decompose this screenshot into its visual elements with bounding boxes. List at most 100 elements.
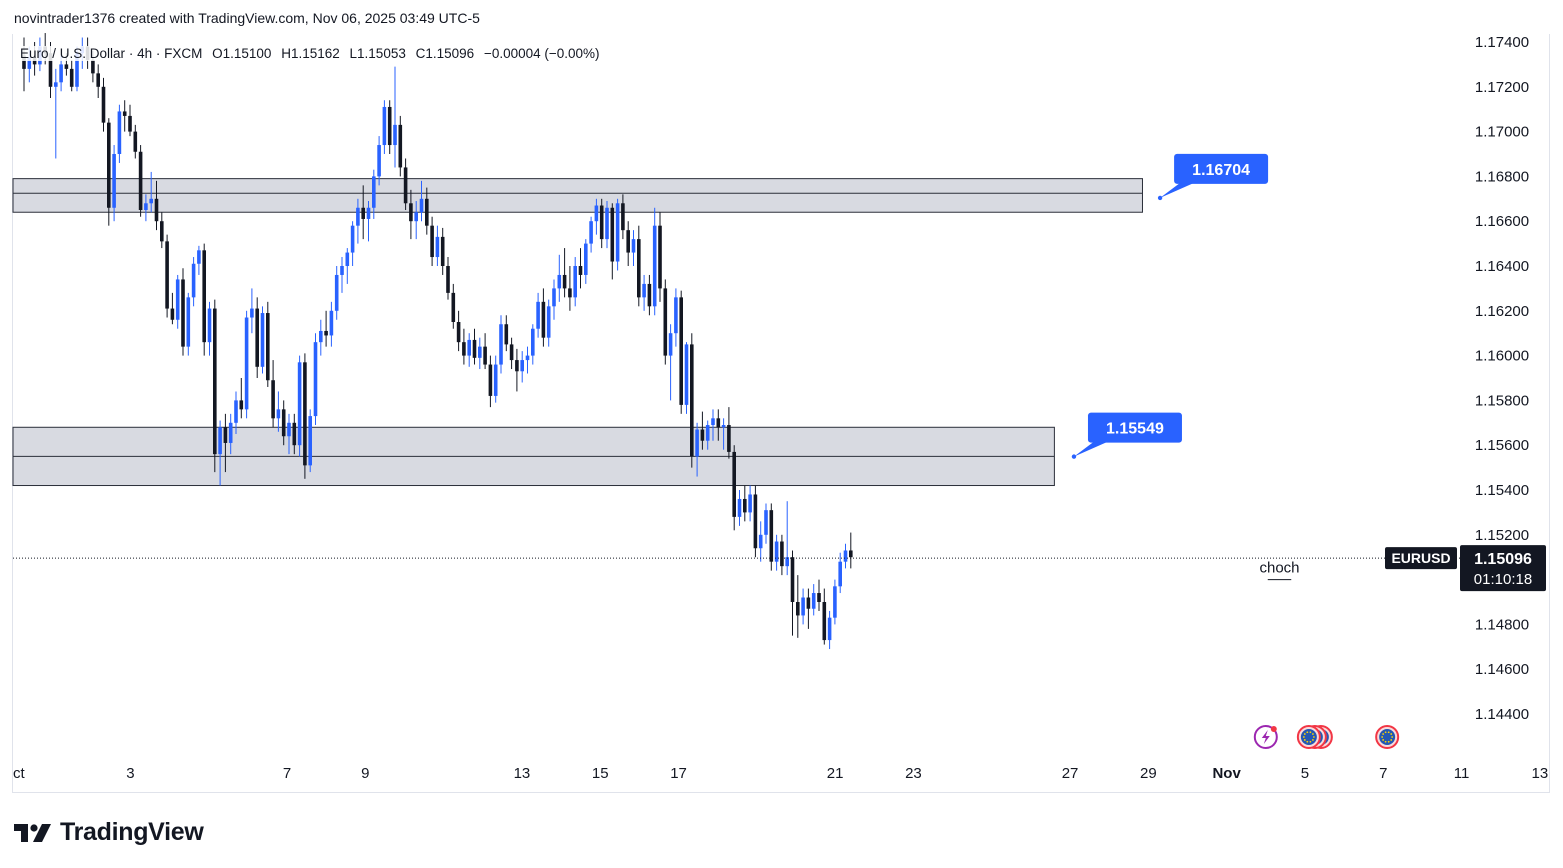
- callout-label: 1.15549: [1106, 421, 1164, 438]
- current-price-tag: EURUSD 1.15096 01:10:18: [1385, 545, 1546, 592]
- candle: [425, 187, 429, 235]
- candle-body: [552, 288, 556, 307]
- price-tick-label: 1.15200: [1475, 527, 1529, 544]
- candle-body: [361, 207, 365, 219]
- candle-body: [780, 541, 784, 567]
- candle: [769, 503, 774, 571]
- chart-frame[interactable]: [12, 34, 1550, 793]
- symbol-badge: EURUSD: [1391, 550, 1450, 566]
- eu-flag-star: [1309, 731, 1312, 734]
- candle-body: [191, 263, 196, 298]
- candle: [144, 194, 148, 222]
- candle: [356, 198, 360, 244]
- candle: [568, 266, 572, 311]
- candle-body: [541, 301, 546, 338]
- legend-exchange: FXCM: [164, 46, 203, 61]
- candle-body: [281, 409, 286, 437]
- candle-body: [520, 360, 524, 372]
- candle-body: [223, 427, 228, 443]
- candle-body: [96, 73, 100, 87]
- candle: [96, 64, 100, 98]
- candle: [546, 299, 551, 347]
- candle-body: [796, 602, 800, 616]
- price-tag-bg: [1460, 545, 1546, 592]
- eu-flag-disc: [1300, 729, 1317, 745]
- price-callout-1: 1.16704: [1157, 153, 1269, 201]
- candle-body: [504, 324, 509, 345]
- candle: [324, 310, 328, 347]
- candle: [811, 584, 816, 616]
- candle: [472, 328, 477, 365]
- time-tick-label: 27: [1062, 765, 1079, 782]
- candle: [329, 301, 334, 347]
- candle: [509, 337, 514, 370]
- candle-body: [525, 355, 530, 361]
- candle-body: [711, 418, 715, 426]
- callout-pointer: [1160, 182, 1195, 198]
- tradingview-logo[interactable]: TradingView: [14, 818, 204, 847]
- candle: [743, 485, 747, 522]
- candle-body: [112, 154, 116, 208]
- candle-body: [292, 422, 297, 446]
- price-tick-label: 1.17000: [1475, 124, 1529, 141]
- candle: [234, 391, 238, 434]
- candle-body: [69, 68, 74, 87]
- candle-body: [568, 288, 572, 298]
- candle-body: [356, 207, 360, 226]
- candle: [515, 348, 519, 392]
- candle: [478, 337, 482, 370]
- candle: [552, 279, 556, 320]
- candle-body: [128, 115, 132, 132]
- candle: [191, 257, 196, 307]
- eu-flag-star: [1390, 733, 1393, 735]
- candle-body: [340, 266, 344, 275]
- candle-body: [615, 203, 620, 262]
- price-tick-label: 1.17400: [1475, 34, 1529, 51]
- candle: [281, 400, 286, 446]
- candle-body: [594, 205, 599, 222]
- candle: [260, 306, 265, 374]
- eu-flag-stack-icon: [1296, 725, 1333, 749]
- candle-body: [32, 57, 37, 65]
- price-tick-label: 1.15800: [1475, 392, 1529, 409]
- candle-body: [276, 409, 281, 419]
- time-tick-label: 15: [592, 765, 609, 782]
- eu-flag-star: [1312, 733, 1314, 735]
- candle-body: [122, 111, 127, 116]
- candle-body: [165, 241, 169, 309]
- candle-body: [806, 597, 811, 609]
- candle: [393, 66, 397, 168]
- candle: [186, 292, 191, 356]
- eu-flag-star: [1312, 739, 1314, 741]
- candle-body: [234, 400, 238, 423]
- candle: [435, 225, 440, 266]
- eu-flag-star: [1306, 731, 1309, 734]
- lightning-event-icon: [1253, 725, 1278, 749]
- price-axis: 1.17400 1.17200 1.17000 1.16800 1.16600 1.164…: [1385, 34, 1546, 723]
- candle: [727, 407, 731, 459]
- candle-body: [562, 274, 567, 289]
- chart-legend[interactable]: Euro / U.S. Dollar · 4h · FXCM O1.15100 …: [18, 46, 602, 61]
- candle-body: [239, 400, 244, 410]
- candle: [462, 328, 466, 365]
- candle-body: [202, 250, 206, 343]
- candle-body: [674, 297, 678, 334]
- candle: [133, 124, 138, 159]
- candle-body: [308, 416, 312, 466]
- legend-interval: 4h: [137, 46, 153, 61]
- eu-flag-star: [1303, 733, 1306, 735]
- candle: [785, 501, 789, 576]
- candle: [223, 413, 228, 473]
- time-axis: ct37913151721232729Nov5711131719: [13, 765, 1549, 782]
- candle-body: [811, 593, 816, 609]
- candle: [409, 189, 413, 240]
- candle: [372, 169, 376, 219]
- candle-body: [419, 198, 424, 213]
- candle: [684, 342, 689, 414]
- candle-body: [425, 198, 429, 226]
- time-tick-label: 13: [1532, 765, 1549, 782]
- candle-body: [573, 266, 577, 298]
- candle-body: [478, 346, 482, 358]
- candle: [668, 324, 673, 401]
